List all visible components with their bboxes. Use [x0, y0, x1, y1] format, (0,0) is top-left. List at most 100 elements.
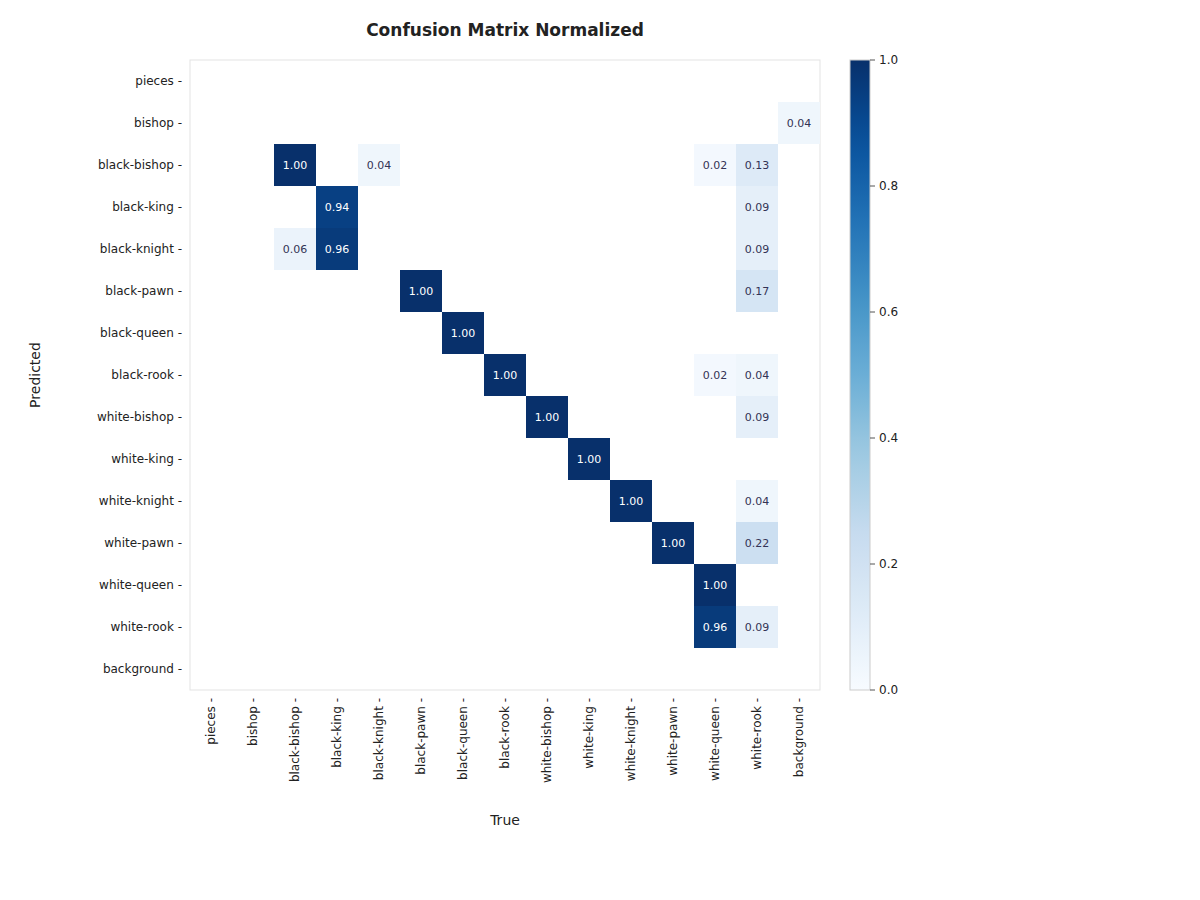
cell-label: 0.04: [367, 159, 392, 172]
x-tick-label: white-rook -: [750, 698, 764, 770]
cell: [736, 270, 778, 312]
cell: [274, 144, 316, 186]
y-tick-label: white-pawn -: [104, 536, 182, 550]
cell: [610, 480, 652, 522]
cell: [652, 522, 694, 564]
cell: [736, 354, 778, 396]
cell: [736, 144, 778, 186]
x-tick-label: white-queen -: [708, 698, 722, 781]
cell-label: 1.00: [535, 411, 560, 424]
cell: [316, 228, 358, 270]
cell: [568, 438, 610, 480]
cell: [358, 144, 400, 186]
y-tick-label: black-king -: [112, 200, 182, 214]
cell-label: 1.00: [451, 327, 476, 340]
chart: Confusion Matrix Normalized0.041.000.040…: [0, 0, 1200, 900]
cell-label: 1.00: [283, 159, 308, 172]
cell-label: 0.02: [703, 159, 728, 172]
y-tick-label: black-queen -: [100, 326, 182, 340]
cell-label: 0.13: [745, 159, 770, 172]
cell-label: 0.06: [283, 243, 308, 256]
cell-label: 0.94: [325, 201, 350, 214]
cell-label: 1.00: [619, 495, 644, 508]
cell-label: 1.00: [493, 369, 518, 382]
y-axis-label: Predicted: [27, 342, 43, 408]
plot-area: [190, 60, 820, 690]
colorbar: [850, 60, 870, 690]
cell-label: 0.04: [745, 369, 770, 382]
y-tick-label: background -: [103, 662, 182, 676]
x-tick-label: black-king -: [330, 698, 344, 768]
colorbar-tick-label: 1.0: [879, 53, 898, 67]
cell: [736, 522, 778, 564]
cell-labels: 0.04 1.00 0.04 0.02 0.13 0.94 0.09 0.06 0.96 0.09…: [283, 117, 812, 634]
cells: [274, 102, 820, 648]
cell: [736, 480, 778, 522]
cell: [694, 564, 736, 606]
cell-label: 0.17: [745, 285, 770, 298]
y-tick-label: pieces -: [135, 74, 182, 88]
colorbar-tick-label: 0.8: [879, 179, 898, 193]
x-tick-label: black-bishop -: [288, 698, 302, 782]
title: Confusion Matrix Normalized: [366, 20, 644, 40]
x-tick-label: black-knight -: [372, 698, 386, 780]
cell-label: 1.00: [703, 579, 728, 592]
colorbar-tick: [870, 60, 875, 61]
cell: [694, 354, 736, 396]
x-tick-label: black-pawn -: [414, 698, 428, 775]
y-tick-label: white-bishop -: [97, 410, 182, 424]
cell: [694, 144, 736, 186]
y-tick-label: black-bishop -: [98, 158, 182, 172]
y-tick-label: white-knight -: [99, 494, 182, 508]
x-tick-label: white-king -: [582, 698, 596, 769]
y-tick-label: white-rook -: [110, 620, 182, 634]
x-axis-label: True: [489, 812, 520, 828]
x-tick-label: white-bishop -: [540, 698, 554, 783]
cell: [400, 270, 442, 312]
colorbar-tick-label: 0.4: [879, 431, 898, 445]
cell: [526, 396, 568, 438]
cell-label: 0.09: [745, 201, 770, 214]
colorbar-tick: [870, 186, 875, 187]
cell: [316, 186, 358, 228]
cell: [442, 312, 484, 354]
x-tick-label: bishop -: [246, 698, 260, 746]
cell-label: 0.96: [703, 621, 728, 634]
cell-label: 1.00: [409, 285, 434, 298]
y-tick-label: black-rook -: [111, 368, 182, 382]
cell-label: 0.02: [703, 369, 728, 382]
y-tick-label: white-queen -: [99, 578, 182, 592]
cell: [736, 228, 778, 270]
cell-label: 0.09: [745, 621, 770, 634]
colorbar-tick: [870, 438, 875, 439]
colorbar-tick: [870, 690, 875, 691]
cell-label: 0.04: [787, 117, 812, 130]
cell: [274, 228, 316, 270]
x-tick-label: black-rook -: [498, 698, 512, 769]
cell-label: 0.96: [325, 243, 350, 256]
x-tick-label: white-pawn -: [666, 698, 680, 776]
cell-label: 1.00: [577, 453, 602, 466]
colorbar-tick-label: 0.2: [879, 557, 898, 571]
cell-label: 0.04: [745, 495, 770, 508]
y-tick-label: white-king -: [111, 452, 182, 466]
cell: [736, 186, 778, 228]
colorbar-tick-label: 0.6: [879, 305, 898, 319]
colorbar-tick: [870, 312, 875, 313]
y-tick-label: black-pawn -: [105, 284, 182, 298]
y-tick-label: bishop -: [134, 116, 182, 130]
cell-label: 0.09: [745, 411, 770, 424]
cell-label: 0.09: [745, 243, 770, 256]
x-tick-label: white-knight -: [624, 698, 638, 781]
colorbar-tick-label: 0.0: [879, 683, 898, 697]
y-tick-label: black-knight -: [100, 242, 182, 256]
cell-label: 0.22: [745, 537, 770, 550]
cell: [778, 102, 820, 144]
cell-label: 1.00: [661, 537, 686, 550]
cell: [694, 606, 736, 648]
cell: [484, 354, 526, 396]
x-tick-label: pieces -: [204, 698, 218, 745]
cell: [736, 606, 778, 648]
cell: [736, 396, 778, 438]
x-tick-label: background -: [792, 698, 806, 777]
